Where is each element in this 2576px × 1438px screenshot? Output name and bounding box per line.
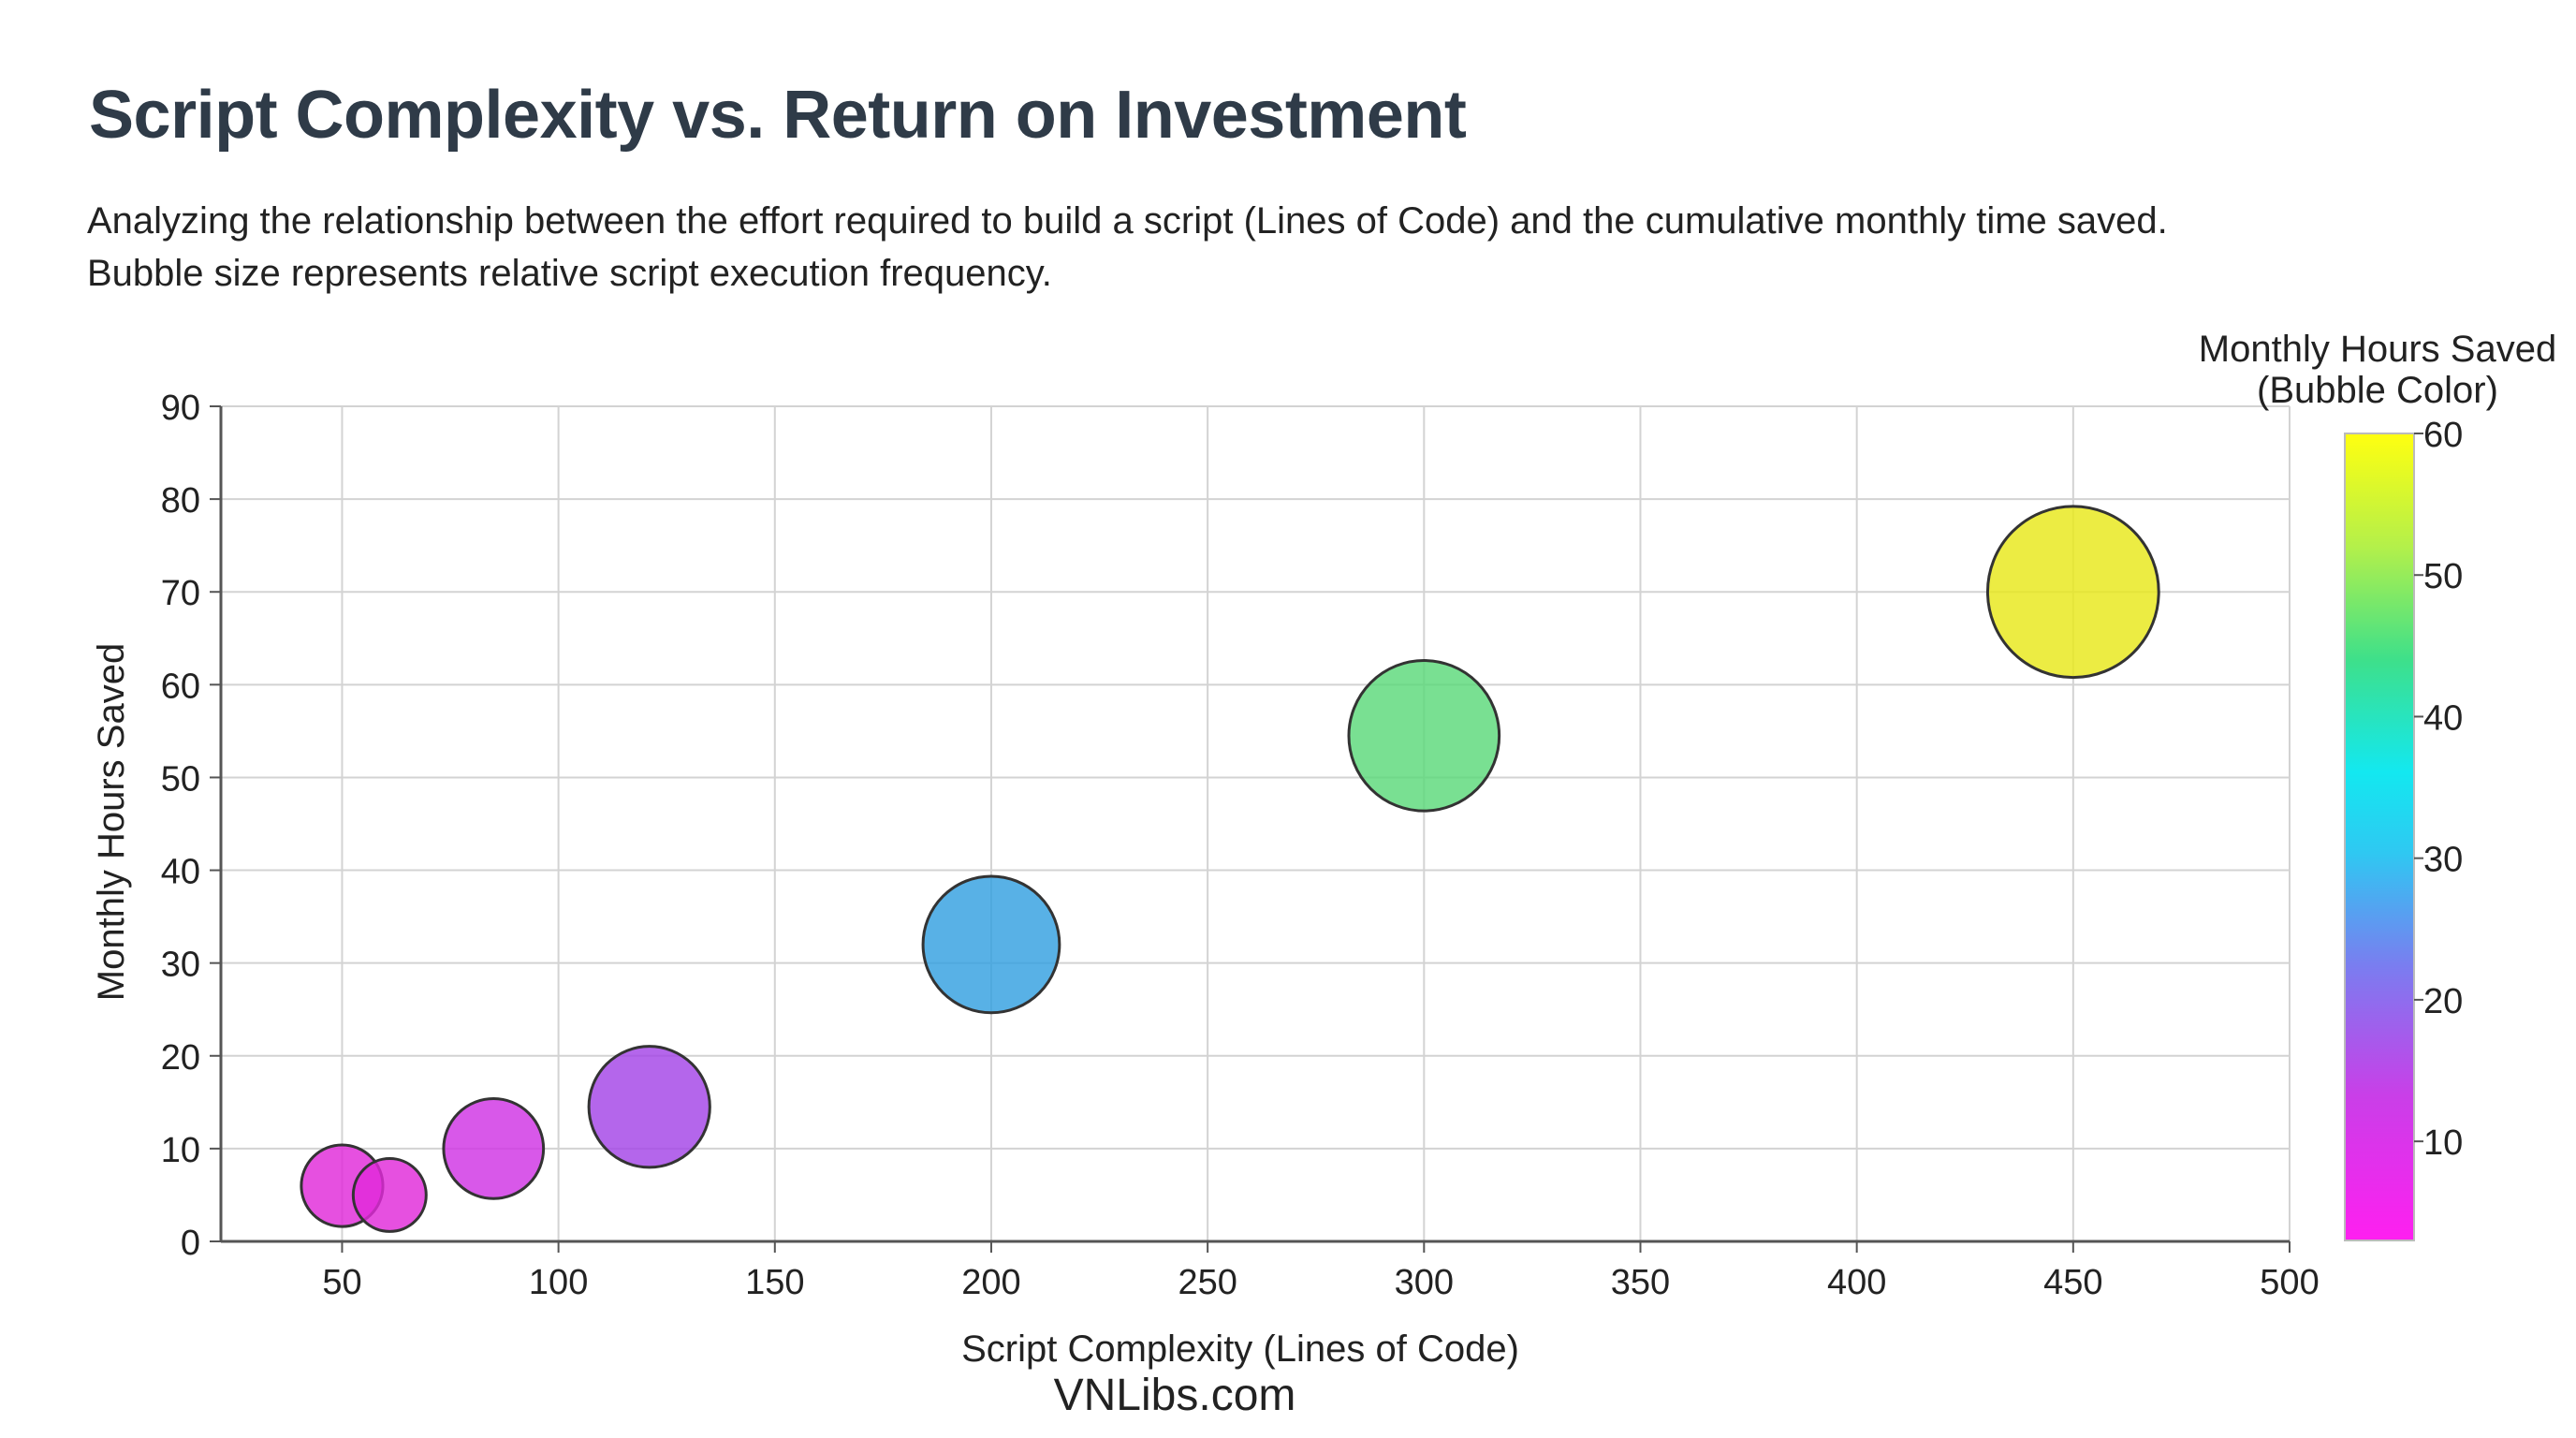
- y-tick-label: 70: [161, 574, 200, 613]
- x-tick-label: 350: [1611, 1263, 1670, 1302]
- colorbar-tick-label: 60: [2423, 416, 2463, 455]
- colorbar: Monthly Hours Saved (Bubble Color) 10 20 3…: [2199, 329, 2556, 1241]
- colorbar-tick-label: 10: [2423, 1123, 2463, 1163]
- y-tick-label: 60: [161, 667, 200, 706]
- y-tick-label: 30: [161, 946, 200, 985]
- bubble-point: [1985, 505, 2160, 680]
- y-tick-label: 20: [161, 1038, 200, 1078]
- colorbar-ticks: 10 20 30 40 50 60: [2414, 416, 2463, 1163]
- colorbar-tick-label: 40: [2423, 698, 2463, 738]
- x-tick-label: 500: [2260, 1263, 2319, 1302]
- x-tick-label: 100: [529, 1263, 588, 1302]
- colorbar-gradient: [2344, 433, 2415, 1241]
- y-tick-label: 50: [161, 759, 200, 799]
- y-tick-label: 10: [161, 1131, 200, 1170]
- axes: [210, 405, 2291, 1253]
- colorbar-title-line-1: Monthly Hours Saved: [2199, 329, 2556, 370]
- chart-subtitle: Analyzing the relationship between the e…: [87, 200, 2168, 294]
- x-tick-label: 250: [1178, 1263, 1237, 1302]
- bubble-point: [351, 1156, 428, 1233]
- x-axis-label: Script Complexity (Lines of Code): [961, 1328, 1519, 1370]
- x-tick-label: 300: [1395, 1263, 1454, 1302]
- x-tick-label: 50: [322, 1263, 361, 1302]
- colorbar-tick-label: 50: [2423, 557, 2463, 596]
- y-tick-label: 90: [161, 389, 200, 428]
- watermark: VNLibs.com: [1053, 1371, 1296, 1420]
- x-tick-label: 400: [1827, 1263, 1886, 1302]
- grid-lines: [221, 405, 2291, 1241]
- colorbar-title-line-2: (Bubble Color): [2257, 370, 2498, 411]
- bubbles: [300, 505, 2160, 1233]
- y-tick-labels: 0 10 20 30 40 50 60 70 80 90: [161, 389, 200, 1263]
- x-tick-label: 150: [745, 1263, 804, 1302]
- y-tick-label: 80: [161, 481, 200, 521]
- bubble-point: [587, 1045, 711, 1169]
- colorbar-tick-label: 20: [2423, 982, 2463, 1021]
- colorbar-tick-label: 30: [2423, 841, 2463, 880]
- x-tick-label: 450: [2043, 1263, 2102, 1302]
- y-axis-label: Monthly Hours Saved: [91, 643, 132, 1001]
- chart-title: Script Complexity vs. Return on Investme…: [89, 78, 1467, 153]
- bubble-point: [921, 874, 1061, 1015]
- bubble-point: [1347, 659, 1501, 813]
- x-tick-label: 200: [961, 1263, 1020, 1302]
- bubble-point: [442, 1097, 546, 1200]
- x-tick-labels: 50 100 150 200 250 300 350 400 450 500: [322, 1263, 2319, 1302]
- y-tick-label: 0: [181, 1224, 200, 1263]
- y-tick-label: 40: [161, 853, 200, 892]
